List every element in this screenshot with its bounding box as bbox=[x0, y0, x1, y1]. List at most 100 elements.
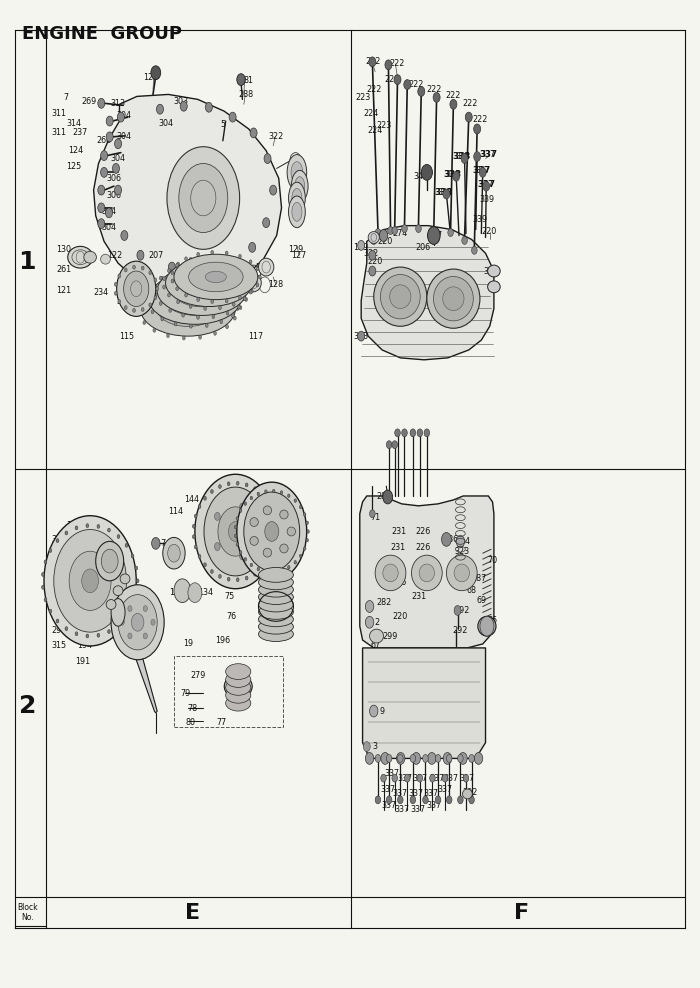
Text: 337: 337 bbox=[475, 166, 490, 175]
Ellipse shape bbox=[370, 629, 384, 643]
Text: 252: 252 bbox=[130, 271, 146, 280]
Circle shape bbox=[124, 271, 149, 306]
Circle shape bbox=[251, 273, 253, 277]
Circle shape bbox=[256, 267, 259, 271]
Circle shape bbox=[265, 522, 279, 541]
Circle shape bbox=[111, 585, 164, 660]
Circle shape bbox=[239, 552, 245, 560]
Circle shape bbox=[115, 139, 122, 148]
Circle shape bbox=[136, 579, 139, 583]
Circle shape bbox=[205, 270, 208, 274]
Text: 338: 338 bbox=[446, 170, 461, 179]
Circle shape bbox=[56, 538, 59, 542]
Circle shape bbox=[225, 251, 228, 255]
Text: 222: 222 bbox=[384, 75, 400, 84]
Circle shape bbox=[232, 260, 235, 264]
Circle shape bbox=[458, 753, 467, 765]
Circle shape bbox=[228, 577, 230, 581]
Circle shape bbox=[442, 775, 448, 782]
Circle shape bbox=[236, 306, 239, 310]
Circle shape bbox=[358, 240, 365, 250]
Circle shape bbox=[160, 276, 162, 280]
Text: 314: 314 bbox=[66, 119, 81, 127]
Circle shape bbox=[125, 268, 127, 272]
Circle shape bbox=[115, 185, 122, 195]
Text: 117: 117 bbox=[248, 332, 263, 341]
Circle shape bbox=[118, 595, 158, 650]
Circle shape bbox=[163, 537, 185, 569]
Text: 116: 116 bbox=[147, 296, 162, 305]
Text: 338: 338 bbox=[443, 170, 461, 179]
Circle shape bbox=[204, 487, 267, 576]
Text: 322: 322 bbox=[369, 233, 384, 242]
Circle shape bbox=[75, 631, 78, 635]
Circle shape bbox=[211, 299, 214, 303]
Circle shape bbox=[152, 537, 160, 549]
Circle shape bbox=[392, 775, 398, 782]
Text: 118: 118 bbox=[214, 497, 229, 507]
Ellipse shape bbox=[288, 182, 305, 213]
Circle shape bbox=[237, 578, 239, 582]
Circle shape bbox=[211, 489, 214, 493]
Circle shape bbox=[167, 334, 169, 338]
Circle shape bbox=[199, 335, 202, 339]
Circle shape bbox=[225, 325, 228, 329]
Ellipse shape bbox=[113, 586, 123, 596]
Text: 247: 247 bbox=[264, 542, 279, 551]
Circle shape bbox=[261, 566, 264, 570]
Circle shape bbox=[251, 289, 253, 293]
Text: 238: 238 bbox=[116, 297, 131, 306]
Text: 283: 283 bbox=[376, 492, 391, 502]
Circle shape bbox=[375, 755, 381, 763]
Circle shape bbox=[447, 755, 452, 763]
Circle shape bbox=[469, 796, 475, 804]
Circle shape bbox=[475, 753, 483, 765]
Circle shape bbox=[98, 218, 105, 228]
Circle shape bbox=[156, 287, 159, 290]
Polygon shape bbox=[363, 648, 486, 759]
Text: 79: 79 bbox=[180, 689, 190, 698]
Circle shape bbox=[272, 489, 275, 493]
Circle shape bbox=[144, 633, 148, 639]
Circle shape bbox=[218, 574, 221, 578]
Ellipse shape bbox=[374, 267, 427, 326]
Text: 337: 337 bbox=[411, 805, 426, 814]
Circle shape bbox=[267, 500, 270, 504]
Circle shape bbox=[228, 522, 242, 541]
Text: 292: 292 bbox=[454, 606, 470, 615]
Text: 191: 191 bbox=[76, 657, 91, 666]
Text: 222: 222 bbox=[445, 91, 461, 100]
Text: 261: 261 bbox=[56, 265, 71, 274]
Circle shape bbox=[121, 230, 128, 240]
Ellipse shape bbox=[141, 281, 235, 336]
Circle shape bbox=[237, 273, 240, 277]
Polygon shape bbox=[125, 617, 158, 713]
Ellipse shape bbox=[246, 274, 261, 291]
Text: 222: 222 bbox=[390, 59, 405, 68]
Circle shape bbox=[294, 560, 297, 564]
Text: 337: 337 bbox=[477, 180, 496, 189]
Circle shape bbox=[143, 321, 146, 325]
Text: 311: 311 bbox=[51, 109, 66, 118]
Ellipse shape bbox=[165, 282, 225, 315]
Circle shape bbox=[458, 796, 463, 804]
Circle shape bbox=[405, 775, 410, 782]
Circle shape bbox=[365, 753, 374, 765]
Ellipse shape bbox=[101, 254, 111, 264]
Circle shape bbox=[108, 529, 111, 533]
Circle shape bbox=[370, 510, 375, 518]
Circle shape bbox=[97, 633, 100, 637]
Circle shape bbox=[212, 314, 215, 318]
Circle shape bbox=[86, 524, 89, 528]
Circle shape bbox=[388, 226, 393, 234]
Text: 342: 342 bbox=[69, 554, 84, 563]
Circle shape bbox=[474, 124, 481, 134]
Circle shape bbox=[394, 75, 401, 85]
Circle shape bbox=[167, 293, 170, 297]
Text: 195: 195 bbox=[90, 598, 105, 607]
Text: 315: 315 bbox=[99, 540, 114, 549]
Circle shape bbox=[65, 626, 68, 630]
Circle shape bbox=[226, 311, 229, 315]
Circle shape bbox=[153, 285, 155, 288]
Text: 321: 321 bbox=[484, 267, 498, 276]
